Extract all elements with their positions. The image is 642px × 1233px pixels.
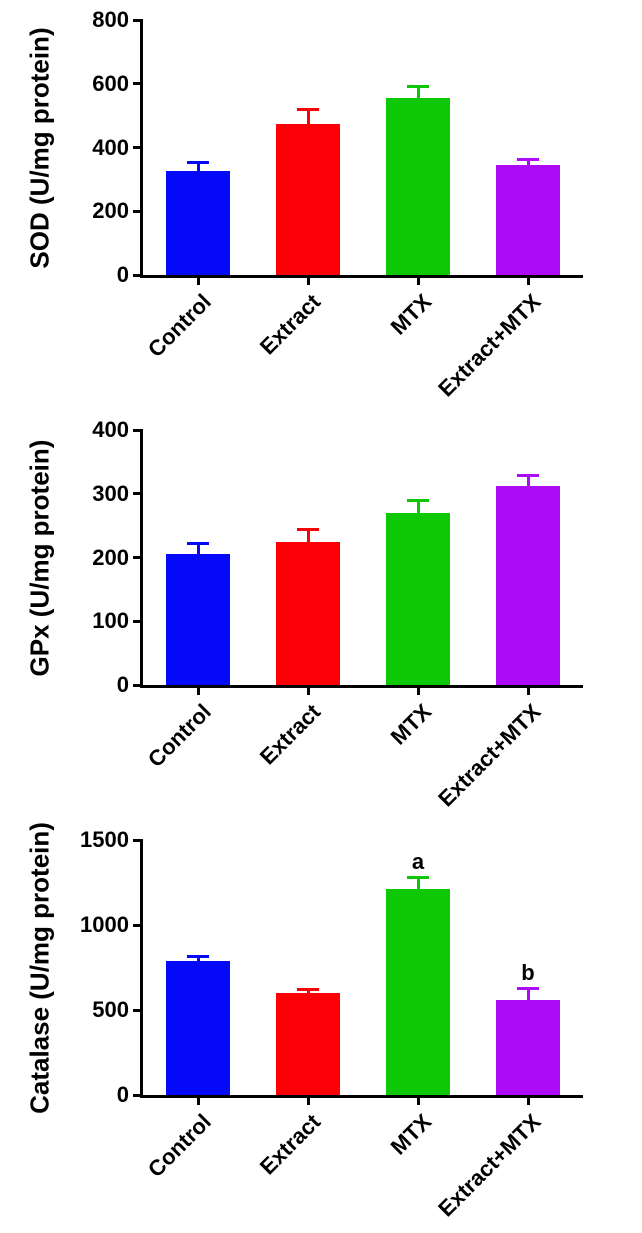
- ytick-label: 1500: [80, 827, 129, 853]
- xtick-label-text: Extract+MTX: [433, 699, 546, 812]
- ytick-label: 200: [92, 198, 129, 224]
- panel-sod: SOD (U/mg protein)0200400600800ControlEx…: [0, 10, 642, 410]
- plot-area-catalase: 050010001500ControlExtractaMTXbExtract+M…: [140, 840, 583, 1098]
- ytick: [133, 492, 143, 495]
- xtick: [307, 275, 310, 285]
- bar-gpx-control: [166, 554, 230, 685]
- errorbar-cap: [517, 158, 539, 161]
- errorbar-cap: [297, 988, 319, 991]
- ytick: [133, 210, 143, 213]
- xtick: [197, 1095, 200, 1105]
- bar-sod-mtx: [386, 98, 450, 275]
- xtick-label-text: Extract: [255, 289, 326, 360]
- ytick-label: 0: [117, 1082, 129, 1108]
- errorbar-cap: [297, 528, 319, 531]
- xtick: [307, 685, 310, 695]
- errorbar-cap: [517, 987, 539, 990]
- figure-root: SOD (U/mg protein)0200400600800ControlEx…: [0, 0, 642, 1233]
- xtick: [527, 1095, 530, 1105]
- ytick: [133, 429, 143, 432]
- panel-catalase: Catalase (U/mg protein)050010001500Contr…: [0, 830, 642, 1230]
- ytick-label: 0: [117, 672, 129, 698]
- xtick: [417, 685, 420, 695]
- xtick-label-text: Extract: [255, 1109, 326, 1180]
- annotation-b: b: [521, 960, 534, 986]
- ytick: [133, 839, 143, 842]
- xtick: [527, 685, 530, 695]
- ytick: [133, 924, 143, 927]
- plot-area-gpx: 0100200300400ControlExtractMTXExtract+MT…: [140, 430, 583, 688]
- bar-gpx-extract: [276, 542, 340, 685]
- ytick-label: 600: [92, 71, 129, 97]
- plot-area-sod: 0200400600800ControlExtractMTXExtract+MT…: [140, 20, 583, 278]
- xtick-label-text: Control: [143, 699, 217, 773]
- errorbar-stem: [307, 109, 310, 123]
- ytick: [133, 1009, 143, 1012]
- bar-sod-extract: [276, 124, 340, 275]
- ytick-label: 800: [92, 7, 129, 33]
- xtick-label-text: Extract+MTX: [433, 289, 546, 402]
- xtick-label-text: Extract: [255, 699, 326, 770]
- ytick-label: 400: [92, 417, 129, 443]
- errorbar-cap: [407, 876, 429, 879]
- ylabel-sod: SOD (U/mg protein): [25, 27, 56, 268]
- errorbar-cap: [407, 499, 429, 502]
- xtick: [307, 1095, 310, 1105]
- xtick: [197, 275, 200, 285]
- xtick: [527, 275, 530, 285]
- bar-sod-control: [166, 171, 230, 275]
- ytick-label: 400: [92, 135, 129, 161]
- panel-gpx: GPx (U/mg protein)0100200300400ControlEx…: [0, 420, 642, 820]
- ylabel-catalase: Catalase (U/mg protein): [25, 822, 56, 1114]
- xtick-label-text: MTX: [385, 289, 436, 340]
- ytick-label: 0: [117, 262, 129, 288]
- xtick-label-text: Control: [143, 289, 217, 363]
- ytick: [133, 146, 143, 149]
- bar-sod-extract+mtx: [496, 165, 560, 275]
- errorbar-cap: [187, 542, 209, 545]
- xtick-label-text: Control: [143, 1109, 217, 1183]
- bar-gpx-mtx: [386, 513, 450, 685]
- ytick: [133, 684, 143, 687]
- ytick: [133, 82, 143, 85]
- ytick: [133, 620, 143, 623]
- xtick: [197, 685, 200, 695]
- xtick-label-text: MTX: [385, 699, 436, 750]
- ytick-label: 300: [92, 481, 129, 507]
- bar-catalase-control: [166, 961, 230, 1095]
- ylabel-gpx: GPx (U/mg protein): [25, 439, 56, 676]
- bar-catalase-extract: [276, 993, 340, 1095]
- ytick: [133, 1094, 143, 1097]
- errorbar-cap: [297, 108, 319, 111]
- ytick: [133, 19, 143, 22]
- errorbar-cap: [187, 955, 209, 958]
- xtick: [417, 1095, 420, 1105]
- errorbar-cap: [187, 161, 209, 164]
- xtick-label-text: MTX: [385, 1109, 436, 1160]
- xtick-label-text: Extract+MTX: [433, 1109, 546, 1222]
- ytick: [133, 556, 143, 559]
- ytick-label: 200: [92, 545, 129, 571]
- bar-catalase-extract+mtx: [496, 1000, 560, 1095]
- ytick-label: 1000: [80, 912, 129, 938]
- errorbar-cap: [407, 85, 429, 88]
- xtick: [417, 275, 420, 285]
- ytick-label: 500: [92, 997, 129, 1023]
- errorbar-cap: [517, 474, 539, 477]
- bar-catalase-mtx: [386, 889, 450, 1095]
- annotation-a: a: [412, 849, 424, 875]
- ytick: [133, 274, 143, 277]
- bar-gpx-extract+mtx: [496, 486, 560, 685]
- ytick-label: 100: [92, 608, 129, 634]
